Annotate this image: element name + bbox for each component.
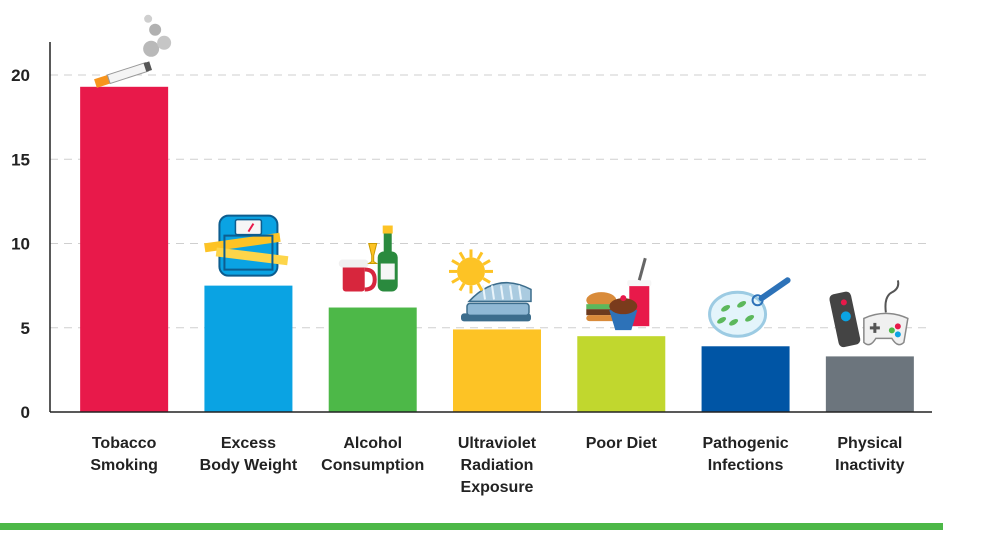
bar (577, 336, 666, 412)
cigarette-icon (94, 14, 172, 88)
y-tick-label: 0 (21, 403, 30, 422)
category-label: Physical (837, 435, 902, 452)
bar-icons (94, 14, 909, 348)
category-label: Tobacco (92, 435, 157, 452)
y-axis-ticks: 0 5 10 15 20 (11, 66, 30, 422)
junk-food-icon (586, 257, 652, 331)
category-label: Pathogenic (702, 435, 788, 452)
bottom-rule (0, 523, 943, 530)
bar (453, 329, 541, 412)
bars (80, 86, 914, 413)
y-tick-label: 20 (11, 66, 30, 85)
bar (825, 356, 914, 412)
petri-dish-icon (708, 277, 791, 338)
remote-gamepad-icon (829, 280, 909, 348)
category-label: Exposure (461, 479, 534, 496)
category-label: Alcohol (343, 435, 402, 452)
category-label: Inactivity (835, 457, 904, 474)
bar (701, 346, 790, 412)
category-label: Poor Diet (586, 435, 658, 452)
scale-icon (204, 214, 289, 277)
alcohol-icon (338, 225, 398, 292)
axes (49, 42, 932, 413)
y-tick-label: 10 (11, 235, 30, 254)
category-label: Excess (221, 435, 276, 452)
tanning-bed-icon (449, 249, 532, 322)
grid-lines (50, 74, 932, 329)
category-label: Radiation (461, 457, 534, 474)
category-label: Body Weight (200, 457, 298, 474)
bar (328, 307, 417, 412)
category-label: Smoking (90, 457, 158, 474)
category-labels: Tobacco Smoking Excess Body Weight Alcohol Co… (90, 435, 904, 496)
category-label: Infections (708, 457, 784, 474)
bar (204, 285, 293, 412)
y-tick-label: 15 (11, 150, 30, 169)
bar (80, 86, 169, 413)
y-tick-label: 5 (21, 319, 30, 338)
category-label: Ultraviolet (458, 435, 537, 452)
category-label: Consumption (321, 457, 424, 474)
